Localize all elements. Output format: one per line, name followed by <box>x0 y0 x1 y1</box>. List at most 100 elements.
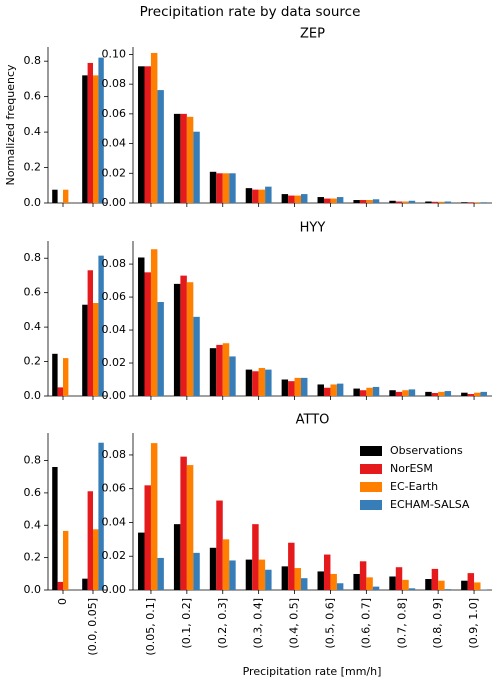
bar <box>317 384 324 396</box>
bar <box>87 62 93 203</box>
bar <box>480 391 487 396</box>
bar <box>288 195 295 203</box>
bar <box>229 356 236 396</box>
bar <box>193 552 200 590</box>
bar <box>98 442 104 590</box>
bar <box>186 282 194 396</box>
bar <box>444 391 452 396</box>
bar <box>209 348 217 396</box>
bar <box>93 303 99 396</box>
bar <box>366 387 373 396</box>
bar <box>138 257 145 396</box>
legend-label: ECHAM-SALSA <box>390 498 470 511</box>
bar <box>98 57 104 203</box>
bar <box>209 171 217 203</box>
legend-swatch <box>360 500 382 510</box>
y-tick-label: 0.4 <box>24 125 42 138</box>
x-tick-label: (0.05, 0.1] <box>144 598 157 656</box>
bar <box>229 173 236 203</box>
bar <box>317 197 324 203</box>
y-tick-label: 0.10 <box>102 47 127 60</box>
bar <box>186 116 194 203</box>
bar <box>402 579 409 590</box>
x-tick-label: (0.3, 0.4] <box>252 598 265 649</box>
bar <box>431 201 439 203</box>
bar <box>444 589 452 590</box>
bar <box>372 586 380 590</box>
bar <box>180 275 187 396</box>
bar <box>431 568 439 590</box>
bar <box>353 388 360 396</box>
panel-title: ZEP <box>300 27 325 42</box>
bar <box>431 393 439 396</box>
y-tick-label: 0.08 <box>102 257 127 270</box>
bar <box>294 568 302 590</box>
bar <box>288 381 295 396</box>
x-tick-label: (0.2, 0.3] <box>216 598 229 649</box>
x-tick-label: (0.0, 0.05] <box>86 598 99 656</box>
bar <box>444 201 452 203</box>
bar <box>93 529 99 590</box>
bar <box>323 554 331 590</box>
bar <box>52 189 58 203</box>
bar <box>366 577 373 590</box>
bar <box>144 485 151 590</box>
y-tick-label: 0.8 <box>24 454 42 467</box>
y-tick-label: 0.04 <box>102 137 127 150</box>
bar <box>252 524 259 590</box>
bar <box>57 581 63 590</box>
bar <box>63 530 69 590</box>
bar <box>395 391 403 396</box>
y-tick-label: 0.6 <box>24 90 42 103</box>
bar <box>402 201 409 203</box>
bar <box>180 113 187 203</box>
bar <box>150 249 158 396</box>
bar <box>173 524 181 590</box>
x-tick-label: (0.6, 0.7] <box>359 598 372 649</box>
y-tick-label: 0.6 <box>24 486 42 499</box>
bar <box>229 560 236 590</box>
bar <box>173 283 181 396</box>
x-tick-label: (0.5, 0.6] <box>323 598 336 649</box>
y-tick-label: 0.02 <box>102 166 127 179</box>
bar <box>301 377 308 396</box>
y-tick-label: 0.06 <box>102 107 127 120</box>
panel-title: HYY <box>300 221 326 236</box>
bar <box>144 272 151 396</box>
bar <box>193 131 200 203</box>
bar <box>461 392 468 396</box>
bar <box>480 589 487 590</box>
bar <box>474 392 481 396</box>
bar <box>467 394 475 396</box>
y-tick-label: 0.2 <box>24 161 42 174</box>
bar <box>281 194 289 203</box>
bar <box>150 443 158 590</box>
legend-label: Observations <box>390 444 463 457</box>
bar <box>353 573 360 590</box>
bar <box>425 391 432 396</box>
bar <box>366 200 373 203</box>
bar <box>467 202 475 203</box>
bar <box>52 466 58 590</box>
x-tick-label: (0.9, 1.0] <box>467 598 480 649</box>
y-tick-label: 0.6 <box>24 286 42 299</box>
y-tick-label: 0.06 <box>102 482 127 495</box>
bar <box>330 384 337 396</box>
bar <box>173 113 181 203</box>
bar <box>425 579 432 590</box>
legend-swatch <box>360 482 382 492</box>
bar <box>209 547 217 590</box>
y-tick-label: 0.04 <box>102 515 127 528</box>
bar <box>372 199 380 203</box>
legend-swatch <box>360 464 382 474</box>
y-tick-label: 0.0 <box>24 583 42 596</box>
bar <box>294 377 302 396</box>
bar <box>138 532 145 590</box>
y-axis-label: Normalized frequency <box>4 64 17 186</box>
bar <box>222 539 230 590</box>
bar <box>438 391 445 396</box>
bar <box>281 566 289 590</box>
bar <box>222 343 230 396</box>
bar <box>467 573 475 590</box>
